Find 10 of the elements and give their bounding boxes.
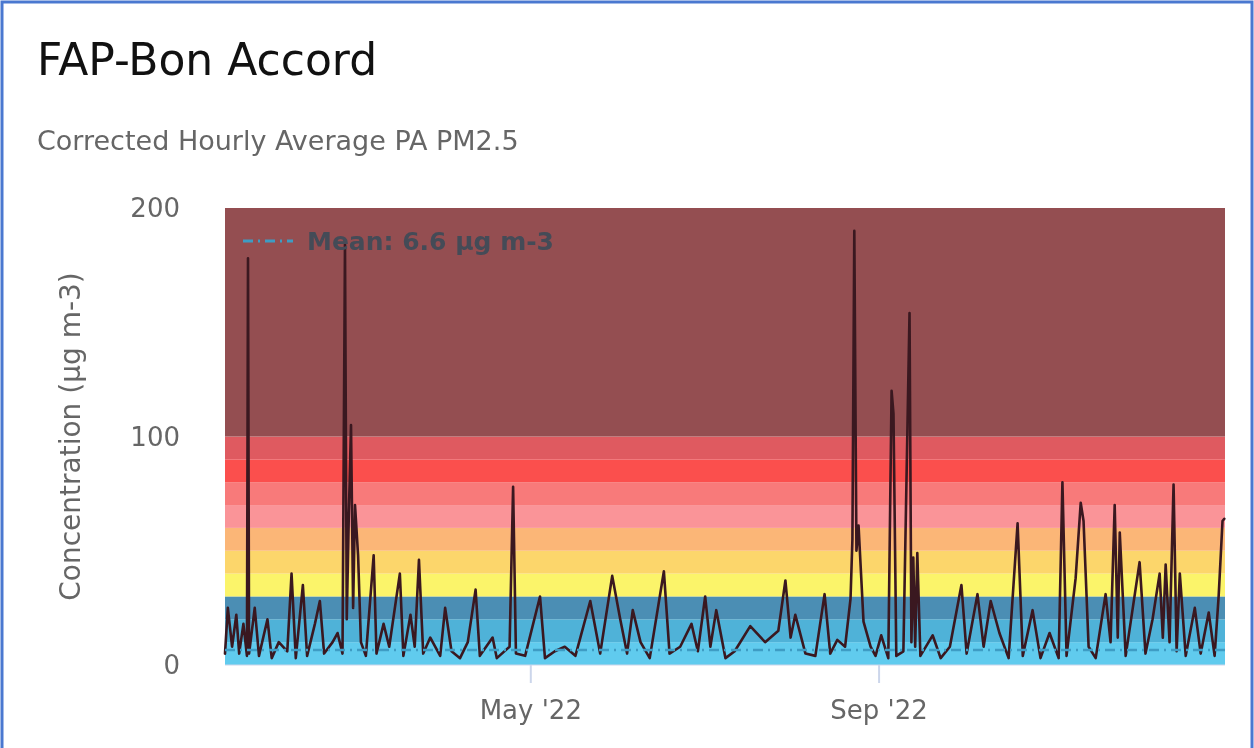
y-tick-label: 200	[130, 193, 180, 223]
y-tick-label: 0	[163, 650, 180, 680]
x-tick-label: Sep '22	[830, 695, 928, 725]
chart-subtitle: Corrected Hourly Average PA PM2.5	[37, 125, 519, 156]
legend-label: Mean: 6.6 µg m-3	[307, 227, 555, 256]
chart-title: FAP-Bon Accord	[37, 34, 378, 85]
y-axis-title: Concentration (µg m-3)	[54, 272, 87, 601]
y-tick-label: 100	[130, 421, 180, 452]
x-tick-label: May '22	[479, 695, 582, 725]
line-series	[223, 229, 1226, 660]
